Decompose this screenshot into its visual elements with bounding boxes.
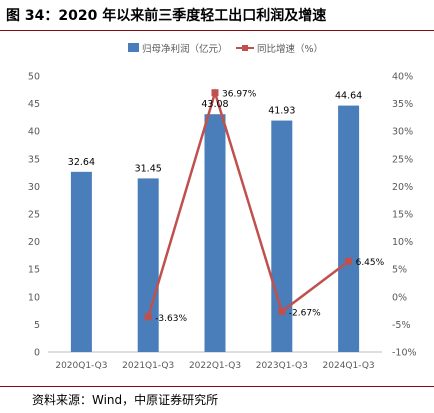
left-tick-label: 0 xyxy=(34,348,40,359)
right-tick-label: 20% xyxy=(392,182,413,193)
right-tick-label: -5% xyxy=(392,320,411,331)
bar xyxy=(70,171,92,352)
legend-line-label: 同比增速（%） xyxy=(257,43,323,55)
line-point xyxy=(211,89,219,97)
left-tick-label: 35 xyxy=(28,154,40,165)
bar xyxy=(204,114,226,353)
legend-bar-label: 归母净利润（亿元） xyxy=(142,43,228,55)
line-point xyxy=(278,308,286,316)
left-tick-label: 25 xyxy=(28,210,40,221)
line-point xyxy=(345,257,353,265)
left-tick-label: 50 xyxy=(28,72,40,83)
bar-value-label: 44.64 xyxy=(335,91,362,102)
figure-title: 图 34：2020 年以来前三季度轻工出口利润及增速 xyxy=(6,8,327,24)
bar xyxy=(137,178,159,352)
line-point xyxy=(144,313,152,321)
left-tick-label: 30 xyxy=(28,182,40,193)
right-tick-label: -10% xyxy=(392,348,417,359)
right-y-axis: -10% -5% 0% 5% 10% 15% 20% 25% 30% 35% 40% xyxy=(392,72,417,359)
x-tick-label: 2020Q1-Q3 xyxy=(55,361,107,371)
left-tick-label: 40 xyxy=(28,127,40,138)
right-tick-label: 15% xyxy=(392,210,413,221)
bar xyxy=(338,105,360,353)
line-value-label: 6.45% xyxy=(356,258,385,268)
x-axis: 2020Q1-Q3 2021Q1-Q3 2022Q1-Q3 2023Q1-Q3 2024… xyxy=(48,351,382,371)
line-value-label: -2.67% xyxy=(289,309,321,319)
bar-value-label: 31.45 xyxy=(135,163,162,174)
bottom-rule xyxy=(0,386,434,387)
right-tick-label: 10% xyxy=(392,237,413,248)
left-tick-label: 20 xyxy=(28,237,40,248)
x-tick-label: 2024Q1-Q3 xyxy=(323,361,375,371)
left-tick-label: 15 xyxy=(28,265,40,276)
legend-line-marker xyxy=(242,45,248,51)
right-tick-label: 0% xyxy=(392,292,407,303)
source-note: 资料来源：Wind，中原证券研究所 xyxy=(32,393,219,407)
growth-line xyxy=(147,88,350,318)
bar-value-label: 43.08 xyxy=(201,99,228,110)
right-tick-label: 35% xyxy=(392,99,413,110)
bar-value-label: 32.64 xyxy=(68,157,95,168)
right-tick-label: 30% xyxy=(392,127,413,138)
combo-chart: 归母净利润（亿元） 同比增速（%） 0 5 10 15 20 25 30 35 40 45 50 -1… xyxy=(28,43,417,371)
data-labels: 32.64 31.45 43.08 41.93 44.64 -3.63% 36.97% -2.… xyxy=(68,90,385,324)
x-tick-label: 2022Q1-Q3 xyxy=(189,361,241,371)
x-tick-label: 2023Q1-Q3 xyxy=(256,361,308,371)
left-tick-label: 5 xyxy=(34,320,40,331)
left-tick-label: 10 xyxy=(28,292,40,303)
right-tick-label: 25% xyxy=(392,154,413,165)
left-y-axis: 0 5 10 15 20 25 30 35 40 45 50 xyxy=(28,72,40,359)
legend-bar-swatch xyxy=(128,43,139,52)
x-tick-label: 2021Q1-Q3 xyxy=(122,361,174,371)
legend: 归母净利润（亿元） 同比增速（%） xyxy=(128,43,323,55)
line-value-label: 36.97% xyxy=(222,90,257,100)
left-tick-label: 45 xyxy=(28,99,40,110)
line-value-label: -3.63% xyxy=(155,314,187,324)
right-tick-label: 40% xyxy=(392,72,413,83)
right-tick-label: 5% xyxy=(392,265,407,276)
top-rule xyxy=(0,30,434,31)
line-series xyxy=(144,88,353,321)
bar-value-label: 41.93 xyxy=(268,106,295,117)
